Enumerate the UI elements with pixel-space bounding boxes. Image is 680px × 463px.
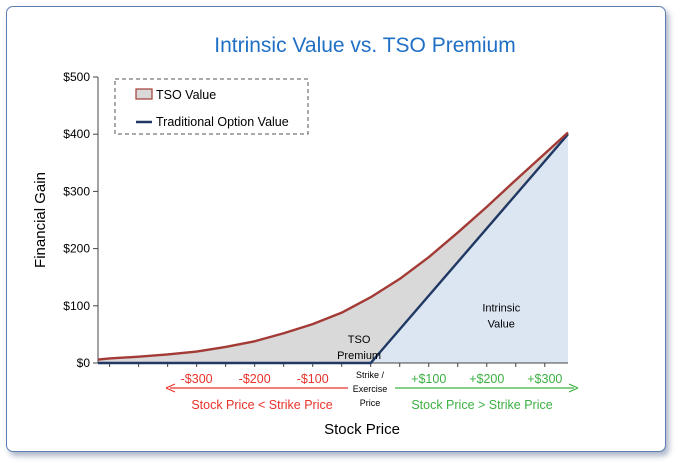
x-tick-label: -$300 [181, 372, 213, 386]
x-region-annotations: Stock Price < Strike Price Stock Price >… [165, 370, 579, 412]
x-tick-label: +$100 [411, 372, 446, 386]
traditional-option-line [98, 133, 569, 365]
intrinsic-value-label: Value [488, 319, 515, 331]
y-axis-label: Financial Gain [32, 172, 49, 268]
y-tick-label: $500 [63, 70, 90, 84]
strike-label-line-1: Strike / [356, 370, 385, 380]
y-tick-label: $200 [63, 242, 90, 256]
legend-label-traditional-option-value: Traditional Option Value [156, 115, 289, 129]
tso-value-line [97, 131, 569, 361]
y-tick-label: $0 [77, 356, 91, 370]
intrinsic-value-label: Intrinsic [482, 303, 520, 315]
left-arrow-head [165, 383, 176, 393]
legend: TSO Value Traditional Option Value [114, 78, 309, 135]
left-arrow-label: Stock Price < Strike Price [191, 398, 332, 412]
y-tick-label: $300 [63, 184, 90, 198]
strike-label-line-3: Price [360, 398, 381, 408]
tso-premium-label: TSO [348, 334, 371, 346]
x-axis-label: Stock Price [324, 421, 400, 438]
x-tick-label: -$100 [297, 372, 329, 386]
x-tick-label: -$200 [239, 372, 271, 386]
right-arrow-head [568, 383, 579, 393]
legend-label-tso-value: TSO Value [156, 88, 216, 102]
x-tick-label: +$300 [527, 372, 562, 386]
plot-area: $0 $100 $200 $300 $400 $500 -$300 -$200 -$100 +$1… [63, 70, 569, 386]
x-tick-label: +$200 [469, 372, 504, 386]
y-tick-label: $400 [63, 127, 90, 141]
legend-box [114, 78, 309, 135]
tso-premium-label: Premium [337, 350, 381, 362]
legend-swatch-tso-value [135, 88, 153, 100]
right-arrow-label: Stock Price > Strike Price [411, 398, 552, 412]
chart-title: Intrinsic Value vs. TSO Premium [214, 34, 515, 57]
strike-label-line-2: Exercise [353, 384, 388, 394]
y-tick-label: $100 [63, 299, 90, 313]
